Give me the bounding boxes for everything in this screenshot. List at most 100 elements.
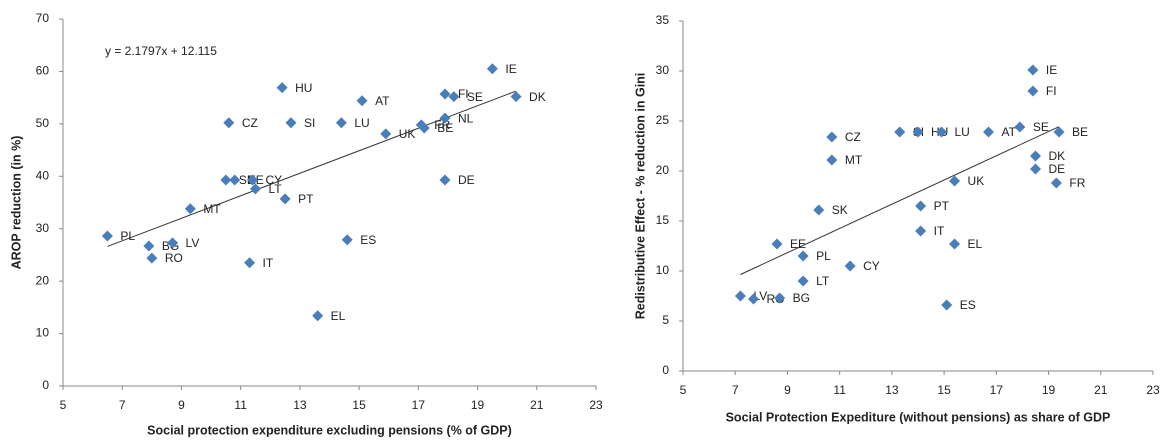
point-label: LU [354,116,369,130]
point-label: LT [816,274,830,288]
point [1053,126,1065,138]
x-tick-label: 11 [833,383,846,397]
point [356,95,368,107]
y-tick-label: 10 [36,326,50,340]
x-tick-label: 9 [784,383,791,397]
point-label: FR [1069,176,1085,190]
point-label: PT [298,192,314,206]
point [826,131,838,143]
x-tick-label: 19 [1042,383,1056,397]
point [1027,64,1039,76]
point [936,126,947,138]
x-tick-label: 23 [1146,383,1160,397]
y-tick-label: 20 [36,273,50,287]
point [146,252,158,264]
point-label: SK [832,203,848,217]
point [380,128,392,140]
point-label: FI [458,87,469,101]
point [448,91,460,103]
point-label: DK [529,90,546,104]
y-tick-label: 0 [662,363,669,377]
point-label: LV [186,236,200,250]
x-tick-label: 21 [1094,383,1108,397]
point-label: IT [263,256,274,270]
point-label: AT [375,94,390,108]
point [774,292,786,304]
point-label: EL [331,309,346,323]
point-label: BG [793,291,810,305]
point [748,293,759,305]
y-tick-label: 5 [662,313,669,327]
point-label: LU [955,125,970,139]
trendline [107,90,517,247]
point [949,238,961,250]
x-tick-label: 15 [352,398,366,412]
x-axis-title: Social protection expenditure excluding … [147,423,512,437]
point [486,63,498,75]
point-label: ES [360,233,376,247]
x-tick-label: 5 [680,383,687,397]
point-label: PL [120,229,135,243]
point-label: CY [266,173,283,187]
point-label: EE [790,237,806,251]
point [734,290,746,302]
point [844,260,856,272]
y-tick-label: 20 [656,163,670,177]
x-tick-label: 13 [293,398,307,412]
point [1027,85,1039,97]
point [341,234,353,246]
point [167,237,179,249]
point [1030,150,1041,162]
point-label: AT [1002,125,1017,139]
point [894,126,906,138]
point-label: NL [458,111,474,125]
x-tick-label: 17 [412,398,426,412]
x-tick-label: 11 [234,398,247,412]
x-tick-label: 23 [589,398,603,412]
point-label: BE [437,121,453,135]
trendline [740,126,1060,275]
x-tick-label: 17 [990,383,1004,397]
point [983,126,994,138]
point-label: PL [816,249,831,263]
y-axis-title: Redistributive Effect - % reduction in G… [633,73,647,320]
point [276,82,288,94]
point-label: UK [399,127,416,141]
point [439,88,451,100]
point [915,200,927,212]
point-label: RO [165,251,183,265]
point-label: CZ [242,116,258,130]
x-axis-title: Social Protection Expediture (without pe… [726,410,1111,424]
y-tick-label: 50 [36,116,50,130]
y-tick-label: 30 [36,221,50,235]
point [312,310,324,322]
y-tick-label: 25 [656,113,670,127]
y-tick-label: 70 [36,11,50,25]
y-tick-label: 60 [36,64,50,78]
point-label: LT [268,182,282,196]
point-label: MT [203,202,221,216]
point [101,230,113,242]
point-label: CY [863,259,880,273]
point-label: MT [845,153,863,167]
point [439,112,451,124]
point-label: BE [1072,125,1088,139]
point-label: HU [295,81,312,95]
x-tick-label: 7 [732,383,739,397]
x-tick-label: 13 [885,383,899,397]
point-label: PT [934,199,950,213]
point-label: IE [505,62,516,76]
x-tick-label: 7 [119,398,126,412]
point [1030,163,1041,175]
point [279,193,291,205]
point-label: DK [1049,149,1066,163]
point [915,225,927,237]
y-tick-label: 0 [42,378,49,392]
point-label: SE [467,90,483,104]
point-label: ES [960,298,976,312]
point [244,257,256,269]
point-label: IT [934,224,945,238]
point-label: SE [1033,120,1049,134]
point [1014,121,1026,133]
x-tick-label: 15 [937,383,951,397]
